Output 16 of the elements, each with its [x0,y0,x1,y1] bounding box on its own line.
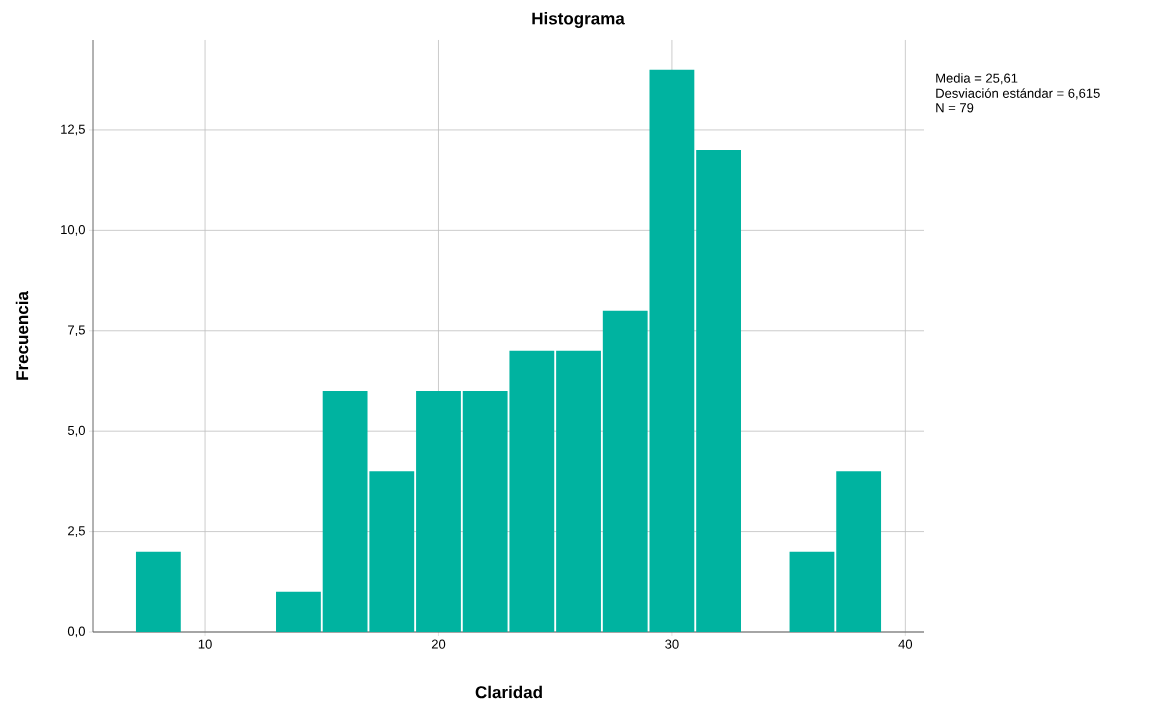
text: Media = 25,61 [936,73,1018,85]
y-tick-label: 5,0 [67,425,85,437]
y-axis-title: Frecuencia [15,290,29,380]
x-tick-label: 40 [898,639,913,649]
y-tick-label: 2,5 [68,526,85,537]
y-tick-label: 7,5 [68,325,85,337]
y-tick-label: 12,5 [61,124,85,136]
x-axis-title: Claridad [475,685,542,699]
y-tick-label: 0,0 [67,626,85,638]
y-tick-label: 10,0 [61,224,85,236]
text: Desviación estándar = 6,615 [936,88,1100,100]
x-tick-label: 10 [198,639,212,649]
text: N = 79 [936,103,974,113]
x-tick-label: 20 [431,639,446,649]
chart-title: Histograma [532,12,625,28]
x-tick-label: 30 [665,639,679,649]
